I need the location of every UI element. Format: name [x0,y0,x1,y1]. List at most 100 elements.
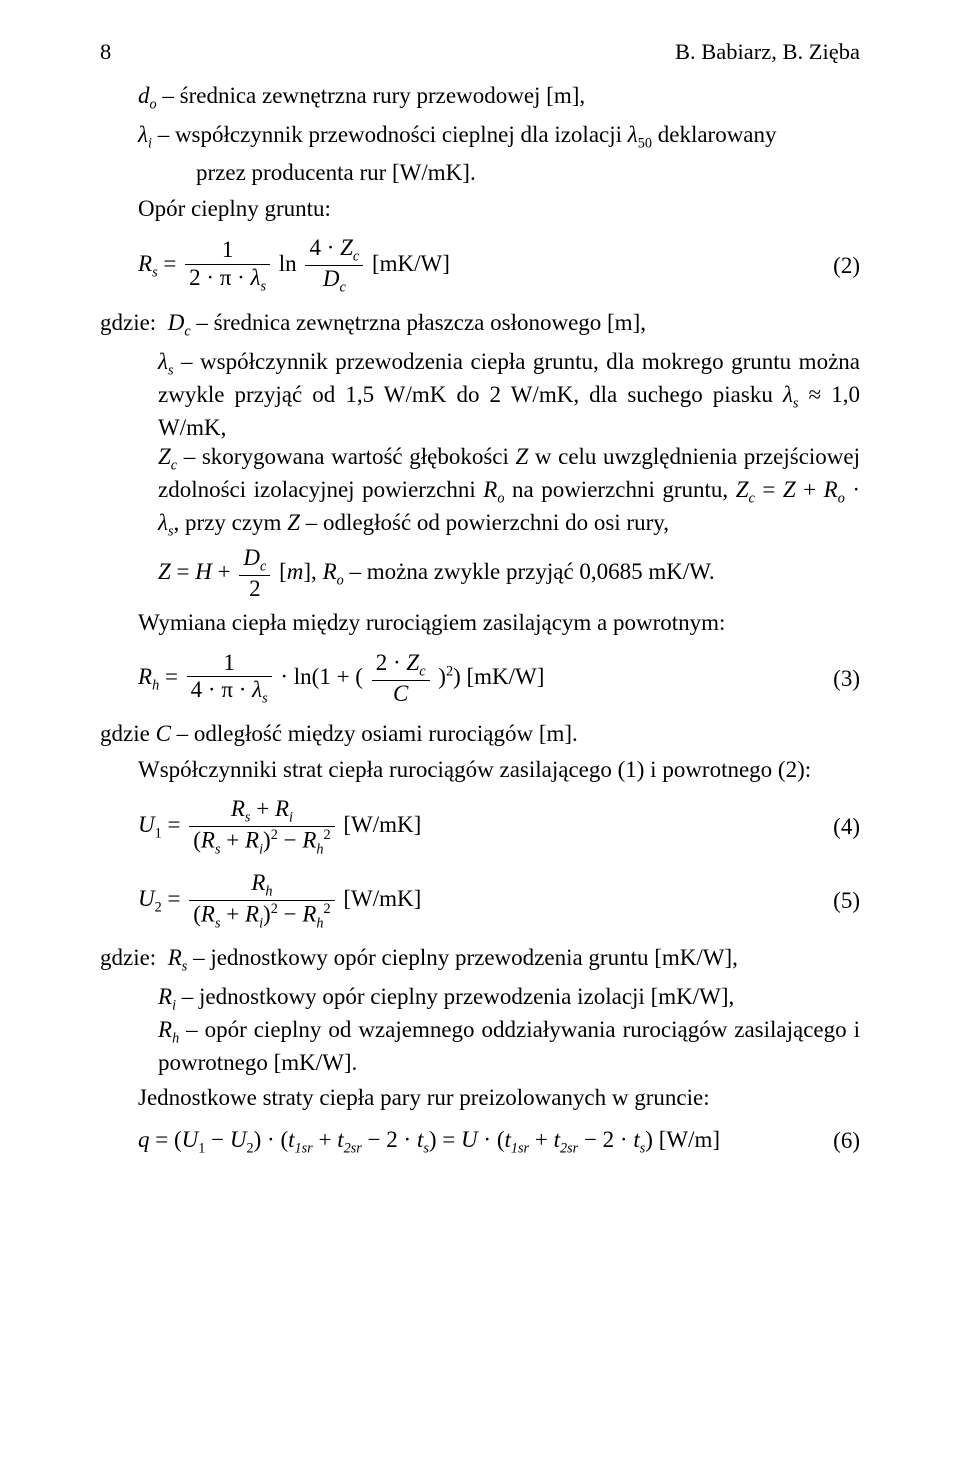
eq6-m2: − 2 · [362,1127,417,1152]
eq6-U2: U [230,1127,247,1152]
gRi-txt: – jednostkowy opór cieplny przewodzenia … [176,984,734,1009]
zH-b: = [171,559,195,584]
wymiana-ciepla: Wymiana ciepła między rurociągiem zasila… [100,608,860,637]
eq6-t1bs: 1sr [511,1140,529,1156]
eq6-t1s: 1sr [295,1140,313,1156]
eq4-ftop-c: R [275,796,289,821]
def-Rh: Rh – opór cieplny od wzajemnego oddziały… [158,1015,860,1077]
eq3-sup: 2 [446,663,453,679]
def-lambda-s: λs – współczynnik przewodzenia ciepła gr… [158,347,860,442]
eq6-p2: + [529,1127,553,1152]
eq2-num: (2) [833,251,860,280]
eq4-fbot-c: + [221,828,245,853]
eq3-close2: ) [453,664,461,689]
eq2-unit: [mK/W] [372,251,450,276]
gRs-sym: R [168,945,182,970]
eq5-fbot-d: R [245,901,259,926]
zc-eq-a: Z [736,477,749,502]
eq6-num: (6) [833,1126,860,1155]
definition-do: do – średnica zewnętrzna rury przewodowe… [138,81,860,188]
def-Dc-sym: D [168,310,185,335]
zH-tail2: – można zwykle przyjąć 0,0685 mK/W. [344,559,715,584]
zH-tail-b: ], [303,559,322,584]
eq3-f2-top-sub: c [419,663,425,679]
zc-eq-f: · [845,477,860,502]
eq3-f2-bot: C [372,681,430,707]
txt-do: – średnica zewnętrzna rury przewodowej [… [157,83,586,108]
eq4-fbot-gsup: 2 [324,827,331,843]
equation-4: U1 = Rs + Ri (Rs + Ri)2 − Rh2 [W/mK] (4) [100,796,860,858]
zc-Z2: Z [287,510,300,535]
zH-a: Z [158,559,171,584]
gdzie-C: gdzie C – odległość między osiami ruroci… [100,719,860,748]
sub-do: o [150,96,157,112]
eq2-frac1-bot-sub: s [261,278,267,294]
eq3-frac2: 2 · Zc C [372,650,430,707]
gdzieC-a: gdzie [100,721,156,746]
eq3-R: R [138,664,152,689]
eq2-frac2-bot-sym: D [323,266,340,291]
zH-frac-top-sym: D [243,545,260,570]
eq5-ftop-a: R [251,870,265,895]
eq6-U: U [461,1127,478,1152]
eq4-Usub: 1 [155,826,162,842]
gRh-sym: R [158,1017,172,1042]
eq6-cp3: ) [645,1127,653,1152]
sym-li: λ [138,122,148,147]
eq6-cp: ) · ( [254,1127,288,1152]
jednostkowe: Jednostkowe straty ciepła pary rur preiz… [100,1083,860,1112]
eq5-frac: Rh (Rs + Ri)2 − Rh2 [189,870,334,932]
eq2-frac1-top: 1 [185,237,270,264]
zc-tail: , przy czym [174,510,288,535]
txt-li: – współczynnik przewodności cieplnej dla… [152,122,628,147]
def-ls-tail-sym: λ [783,382,793,407]
gdzie2-label: gdzie: [100,943,168,976]
eq3-mid: · ln(1 + ( [280,664,363,689]
eq2-frac2-bot-sub: c [339,280,345,296]
eq2-frac2-top-a: 4 · [309,235,340,260]
opor-cieplny-gruntu: Opór cieplny gruntu: [100,194,860,223]
eq6-eq: = ( [150,1127,182,1152]
eq4-ftop-a: R [231,796,245,821]
eq3-f1-bot-sub: s [262,691,268,707]
eq4-fbot-f: − [278,828,302,853]
eq3-close: ) [438,664,446,689]
eq6-t2bs: 2sr [560,1140,578,1156]
zH-tail-m: m [287,559,304,584]
eq4-U: U [138,812,155,837]
eq6-U1: U [182,1127,199,1152]
wspolczynniki: Współczynniki strat ciepła rurociągów za… [100,755,860,784]
eq5-num: (5) [833,886,860,915]
eq2-ln: ln [279,251,303,276]
def-ls-txt: – współczynnik przewodzenia ciepła grunt… [158,349,860,407]
def-Zc: Zc – skorygowana wartość głębokości Z w … [158,442,860,541]
zc-eq-g: λ [158,510,168,535]
equation-5: U2 = Rh (Rs + Ri)2 − Rh2 [W/mK] (5) [100,870,860,932]
zH-d: + [212,559,236,584]
eq5-fbot-e: ) [263,901,271,926]
zH-tail-a: [ [279,559,287,584]
gRi-sym: R [158,984,172,1009]
eq5-eq: = [162,886,186,911]
eq2-frac2: 4 · Zc Dc [305,235,363,296]
gdzieC-b: – odległość między osiami rurociągów [m]… [171,721,578,746]
zH-c: H [195,559,212,584]
eq3-equals: = [165,664,184,689]
gdzie-block-1: gdzie: Dc – średnica zewnętrzna płaszcza… [100,308,860,341]
eq3-frac1: 1 4 · π · λs [187,650,272,707]
gRs-txt: – jednostkowy opór cieplny przewodzenia … [187,945,738,970]
eq5-fbot-g: R [302,901,316,926]
eq5-fbot-a: ( [193,901,201,926]
eq2-equals: = [163,251,182,276]
eq2-frac1: 1 2 · π · λs [185,237,270,294]
eq4-fbot-gs: h [316,841,323,857]
eq3-f2-top-a: 2 · [376,650,407,675]
eq3-f1-top: 1 [187,650,272,677]
def-Dc-txt: – średnica zewnętrzna płaszcza osłonoweg… [191,310,646,335]
eq2-frac2-top-sub: c [353,249,359,265]
header-authors: B. Babiarz, B. Zięba [675,38,860,67]
eq3-num: (3) [833,664,860,693]
eq4-ftop-cs: i [289,810,293,826]
eq6-unit: [W/m] [653,1127,720,1152]
zc-eq-e: R [824,477,838,502]
